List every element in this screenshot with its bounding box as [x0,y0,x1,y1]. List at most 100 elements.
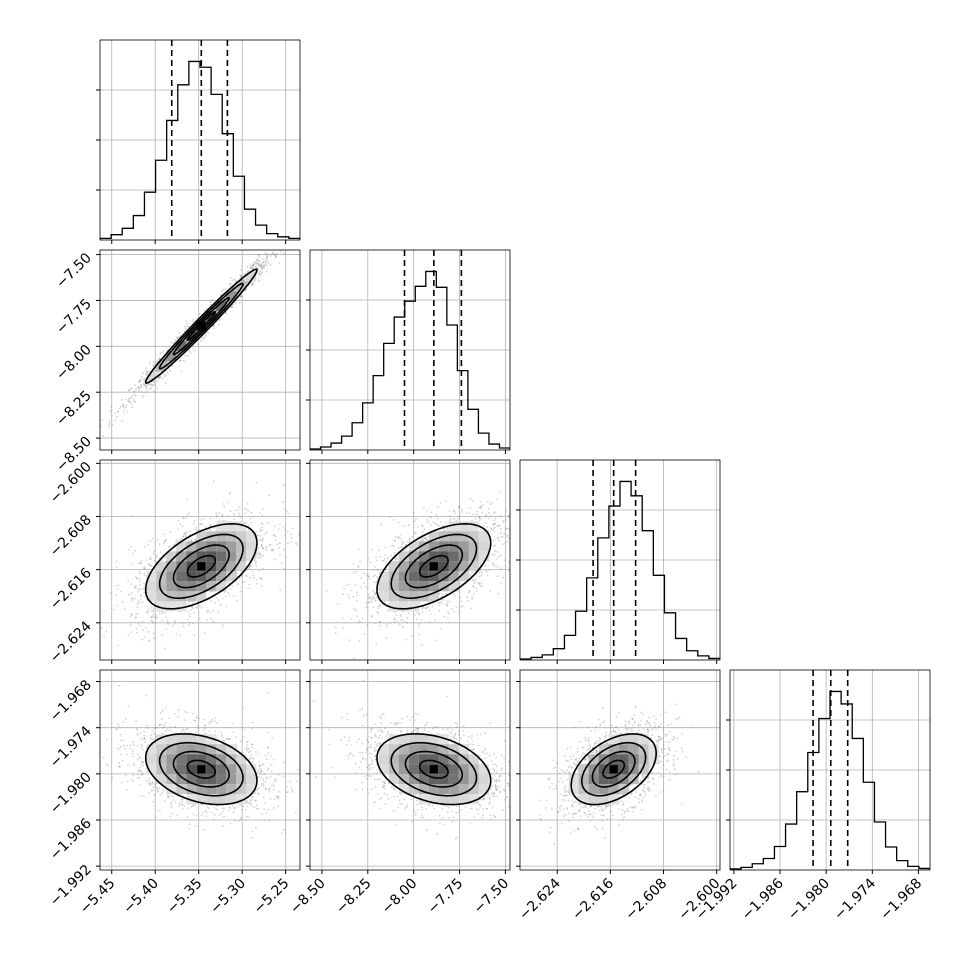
scatter-point [188,512,191,515]
scatter-point [393,519,395,521]
scatter-point [185,327,187,330]
scatter-point [165,538,167,541]
scatter-point [139,594,142,597]
scatter-point [402,626,404,629]
scatter-point [192,320,195,322]
scatter-point [511,556,513,558]
scatter-point [262,547,264,550]
scatter-point [168,369,171,372]
scatter-point [238,512,240,515]
scatter-point [261,567,264,570]
scatter-point [265,549,267,551]
scatter-point [163,539,166,542]
scatter-point [145,388,148,391]
scatter-point [215,596,218,599]
scatter-point [416,611,419,614]
scatter-point [453,610,455,613]
scatter-point [131,395,134,398]
scatter-point [472,579,475,582]
scatter-point [278,542,281,544]
scatter-point [258,256,260,258]
scatter-point [184,325,186,328]
scatter-point [264,251,267,254]
scatter-point [168,546,171,548]
scatter-point [131,406,134,408]
scatter-point [181,525,184,528]
scatter-point [208,611,211,614]
scatter-point [375,556,377,559]
scatter-point [108,423,111,426]
scatter-point [395,614,398,617]
scatter-point [153,637,156,640]
scatter-point [158,357,161,360]
scatter-point [251,267,254,269]
scatter-point [180,621,183,624]
scatter-point [480,574,483,577]
scatter-point [174,540,177,543]
scatter-point [448,600,450,603]
scatter-point [164,540,166,543]
scatter-point [228,282,231,285]
scatter-point [357,565,359,568]
scatter-point [150,616,153,618]
scatter-point [159,351,162,354]
scatter-point [484,522,487,524]
scatter-point [350,618,353,620]
scatter-point [224,595,227,598]
scatter-point [259,265,262,268]
scatter-point [438,604,441,607]
scatter-point [367,606,369,609]
scatter-point [260,577,263,580]
scatter-point [298,234,300,236]
scatter-point [176,336,178,339]
scatter-point [273,247,275,249]
scatter-point [262,508,264,510]
scatter-point [144,545,146,548]
scatter-point [192,522,195,525]
scatter-point [110,406,113,408]
scatter-point [236,584,238,587]
scatter-point [499,532,502,534]
scatter-point [499,567,502,570]
scatter-point [162,351,165,354]
y-tick-label: −7.75 [53,296,95,338]
scatter-point [479,584,482,587]
scatter-point [218,319,221,322]
scatter-point [389,622,391,625]
scatter-point [195,526,197,529]
scatter-point [156,387,159,390]
scatter-point [392,545,395,547]
scatter-panel-2-0: −2.624−2.616−2.608−2.600 [47,459,301,666]
scatter-point [378,620,381,623]
scatter-point [352,571,355,574]
scatter-point [258,551,261,553]
scatter-point [249,267,252,270]
scatter-point [524,595,526,597]
scatter-point [372,569,375,571]
scatter-point [138,562,141,564]
scatter-point [560,506,562,508]
scatter-point [152,360,155,363]
scatter-point [502,576,505,579]
scatter-point [127,580,130,582]
scatter-point [342,593,345,596]
scatter-point [130,388,133,390]
scatter-point [130,583,133,585]
scatter-point [505,509,508,511]
scatter-point [239,295,242,297]
scatter-point [184,535,187,538]
scatter-point [266,257,268,260]
scatter-point [251,264,254,267]
scatter-point [374,565,377,568]
scatter-point [259,270,262,273]
scatter-point [122,406,125,409]
scatter-point [397,547,400,549]
scatter-point [121,601,124,603]
scatter-point [216,310,219,313]
scatter-point [481,585,484,588]
scatter-point [447,611,449,614]
scatter-point [134,390,137,393]
scatter-point [218,519,221,522]
scatter-point [139,571,142,574]
scatter-point [150,383,153,386]
